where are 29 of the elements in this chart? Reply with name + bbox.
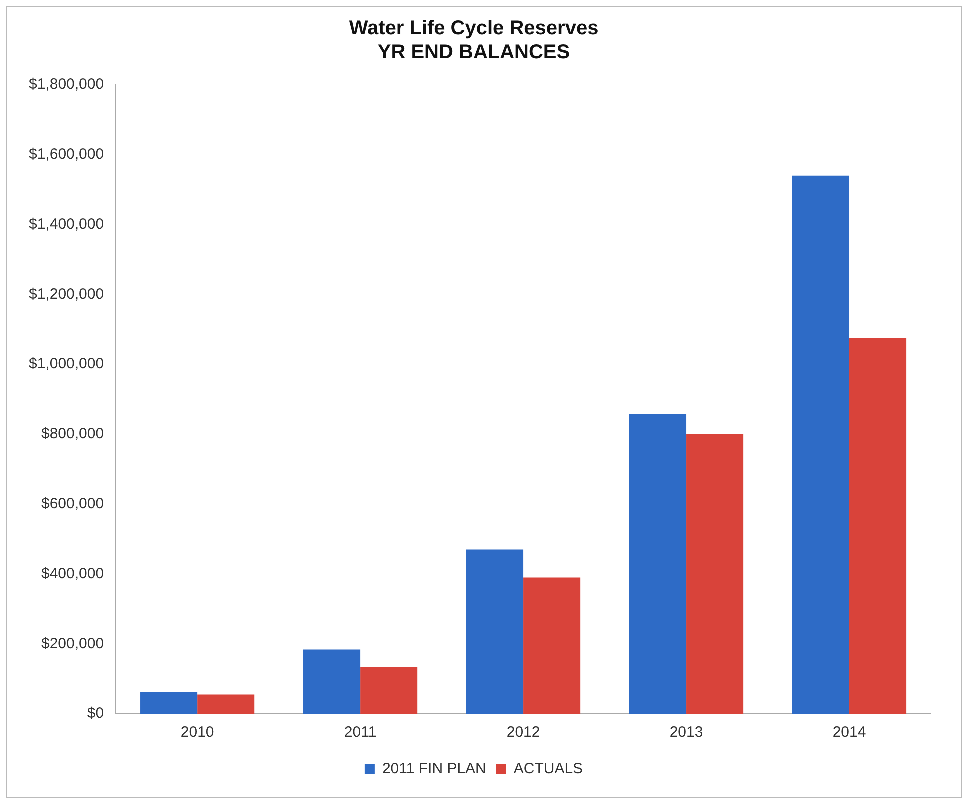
bar xyxy=(850,338,907,714)
bar xyxy=(466,550,524,714)
y-tick-label: $1,400,000 xyxy=(28,216,104,233)
legend-label: ACTUALS xyxy=(514,760,584,778)
y-tick-label: $1,600,000 xyxy=(28,146,104,164)
x-tick-label: 2010 xyxy=(180,724,214,742)
x-tick-label: 2013 xyxy=(670,724,704,742)
y-tick-label: $800,000 xyxy=(41,426,104,443)
y-tick-label: $400,000 xyxy=(41,565,104,582)
bar xyxy=(198,694,255,714)
y-tick-label: $1,200,000 xyxy=(28,286,104,303)
legend-label: 2011 FIN PLAN xyxy=(382,760,486,778)
y-tick-label: $1,800,000 xyxy=(28,76,104,94)
bar xyxy=(792,176,850,714)
y-tick-label: $200,000 xyxy=(41,635,104,652)
text: Water Life Cycle Reserves xyxy=(349,18,599,40)
text: YR END BALANCES xyxy=(378,42,570,64)
y-tick-label: $600,000 xyxy=(41,495,104,512)
bar xyxy=(360,668,418,714)
y-tick-label: $0 xyxy=(87,705,104,722)
bar xyxy=(629,414,687,714)
x-tick-label: 2011 xyxy=(344,724,377,742)
x-tick-label: 2012 xyxy=(506,724,540,742)
bar xyxy=(686,434,744,714)
x-tick-label: 2014 xyxy=(832,724,866,742)
bar xyxy=(140,692,198,714)
y-tick-label: $1,000,000 xyxy=(28,356,104,373)
bar xyxy=(304,650,361,714)
bar xyxy=(524,578,581,714)
